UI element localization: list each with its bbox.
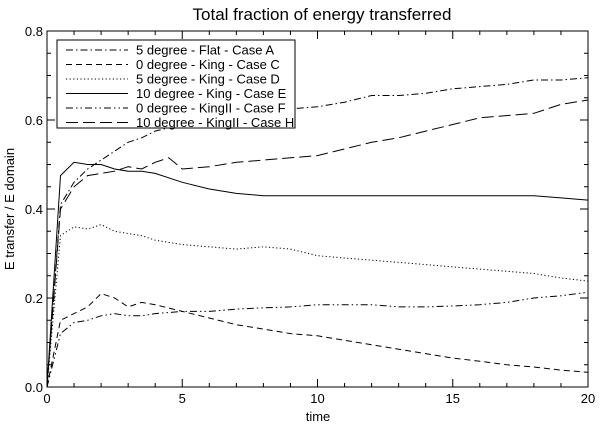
legend-label-1: 5 degree - Flat - Case A bbox=[136, 43, 274, 58]
x-tick-label: 15 bbox=[446, 391, 460, 406]
legend-label-2: 0 degree - King - Case C bbox=[136, 57, 280, 72]
legend: 5 degree - Flat - Case A0 degree - King … bbox=[56, 39, 296, 130]
legend-label-3: 5 degree - King - Case D bbox=[136, 72, 280, 87]
series-line-6 bbox=[46, 99, 589, 388]
series-lines bbox=[46, 77, 589, 388]
y-tick-label: 0.2 bbox=[25, 291, 43, 306]
x-tick-label: 5 bbox=[179, 391, 186, 406]
legend-label-4: 10 degree - King - Case E bbox=[136, 86, 287, 101]
legend-label-5: 0 degree - KingII - Case F bbox=[136, 101, 286, 116]
series-line-2 bbox=[46, 293, 589, 388]
y-tick-label: 0.8 bbox=[25, 24, 43, 39]
legend-box bbox=[56, 39, 296, 129]
x-tick-label: 10 bbox=[310, 391, 324, 406]
axis-ticks bbox=[46, 30, 589, 388]
y-axis-title: E transfer / E domain bbox=[2, 148, 17, 270]
series-line-1 bbox=[46, 77, 589, 388]
y-tick-label: 0.4 bbox=[25, 202, 43, 217]
series-line-5 bbox=[46, 291, 589, 388]
x-tick-label: 20 bbox=[581, 391, 595, 406]
legend-label-6: 10 degree - KingII - Case H bbox=[136, 115, 294, 130]
series-line-3 bbox=[46, 224, 589, 388]
chart-title: Total fraction of energy transferred bbox=[193, 5, 452, 24]
y-tick-label: 0.0 bbox=[25, 380, 43, 395]
axis-tick-labels: 0 5 10 15 20 0.0 0.2 0.4 0.6 0.8 bbox=[25, 24, 595, 406]
y-tick-label: 0.6 bbox=[25, 113, 43, 128]
x-axis-title: time bbox=[306, 409, 331, 424]
series-line-4 bbox=[46, 161, 589, 388]
x-tick-label: 0 bbox=[43, 391, 50, 406]
